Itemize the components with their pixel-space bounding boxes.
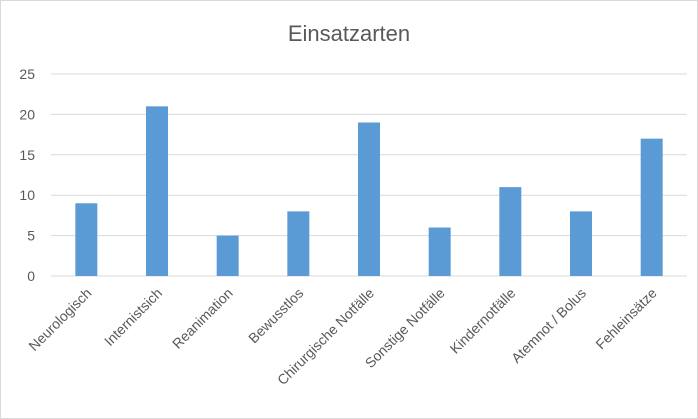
bar-reanimation xyxy=(216,235,239,276)
y-tick-label: 0 xyxy=(27,268,35,284)
chart-title: Einsatzarten xyxy=(288,21,410,46)
bar-internistsich xyxy=(146,106,168,276)
x-category-label: Fehleinsätze xyxy=(592,285,660,353)
y-tick-label: 10 xyxy=(19,187,35,203)
y-axis-ticks: 0 5 10 15 20 25 xyxy=(19,66,35,284)
y-tick-label: 15 xyxy=(19,147,35,163)
bar-chirurgische-notfälle xyxy=(358,122,380,276)
y-tick-label: 5 xyxy=(27,228,35,244)
x-category-label: Kindernotfälle xyxy=(447,285,519,357)
bar-neurologisch xyxy=(75,203,98,276)
bar-atemnot-bolus xyxy=(570,211,592,276)
x-category-label: Neurologisch xyxy=(25,285,94,354)
x-category-label: Atemnot / Bolus xyxy=(508,285,589,366)
bar-sonstige-notfälle xyxy=(428,227,451,276)
bar-kindernotfälle xyxy=(499,187,522,276)
x-category-label: Reanimation xyxy=(169,285,236,352)
bars xyxy=(75,106,663,276)
x-category-label: Internistsich xyxy=(101,285,165,349)
y-tick-label: 25 xyxy=(19,66,35,82)
bar-fehleinsätze xyxy=(640,138,663,276)
bar-bewusstlos xyxy=(287,211,310,276)
x-axis-labels: Neurologisch Internistsich Reanimation Bewu… xyxy=(25,285,660,388)
y-tick-label: 20 xyxy=(19,106,35,122)
x-category-label: Bewusstlos xyxy=(245,285,306,346)
